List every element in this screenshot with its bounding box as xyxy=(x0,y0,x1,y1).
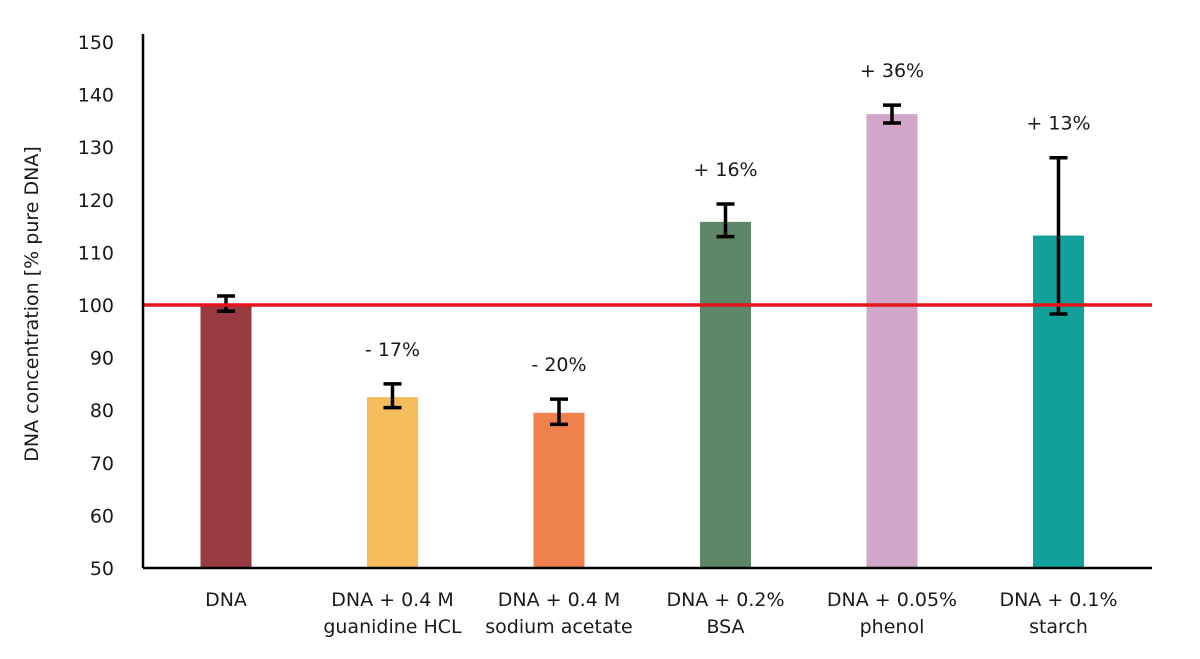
percent-change-label: + 36% xyxy=(860,60,924,82)
y-tick-label: 60 xyxy=(90,505,114,527)
category-label-line1: DNA xyxy=(205,589,247,611)
category-label-line1: DNA + 0.4 M xyxy=(331,589,454,611)
y-tick-label: 70 xyxy=(90,453,114,475)
y-tick-label: 110 xyxy=(78,242,114,264)
bar xyxy=(700,221,751,568)
y-tick-label: 130 xyxy=(78,137,114,159)
x-axis-categories: DNA DNA + 0.4 M guanidine HCL DNA + 0.4 M so… xyxy=(205,589,1117,638)
category-label-line1: DNA + 0.1% xyxy=(999,589,1117,611)
bar xyxy=(866,114,918,568)
category-label-line2: sodium acetate xyxy=(485,616,632,638)
percent-change-label: + 16% xyxy=(693,159,757,181)
category-label-line2: starch xyxy=(1029,616,1088,638)
bar xyxy=(200,305,252,568)
category-label-line2: guanidine HCL xyxy=(323,616,462,638)
y-tick-label: 90 xyxy=(90,348,114,370)
axes xyxy=(141,34,1152,570)
percent-change-label: - 17% xyxy=(365,339,420,361)
y-axis-title: DNA concentration [% pure DNA] xyxy=(21,146,43,462)
bar xyxy=(367,397,418,568)
y-tick-label: 100 xyxy=(78,295,114,317)
error-bars xyxy=(217,103,1068,427)
y-tick-label: 150 xyxy=(78,32,114,54)
y-tick-label: 50 xyxy=(90,558,114,580)
bar xyxy=(533,412,585,568)
category-label-line1: DNA + 0.2% xyxy=(666,589,784,611)
percent-change-label: + 13% xyxy=(1026,113,1090,135)
category-label-line2: phenol xyxy=(860,616,925,638)
annotations: - 17% - 20% + 16% + 36% + 13% xyxy=(365,60,1091,376)
category-label-line2: BSA xyxy=(706,616,744,638)
y-tick-label: 80 xyxy=(90,400,114,422)
bars xyxy=(200,114,1084,568)
category-label-line1: DNA + 0.05% xyxy=(827,589,957,611)
percent-change-label: - 20% xyxy=(531,354,586,376)
y-axis-title-group: DNA concentration [% pure DNA] xyxy=(21,146,43,462)
y-tick-label: 140 xyxy=(78,85,114,107)
y-tick-label: 120 xyxy=(78,190,114,212)
category-label-line1: DNA + 0.4 M xyxy=(498,589,621,611)
y-axis-ticks: 50 60 70 80 90 100 110 120 130 140 150 xyxy=(78,32,114,580)
